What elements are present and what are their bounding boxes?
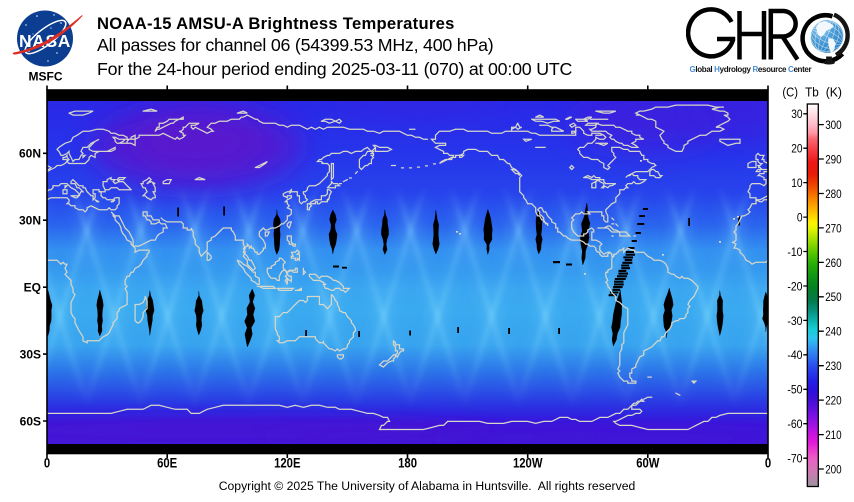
- svg-text:280: 280: [825, 187, 842, 201]
- svg-text:-10: -10: [787, 245, 802, 259]
- svg-text:NASA: NASA: [19, 31, 71, 51]
- svg-text:30S: 30S: [20, 347, 41, 361]
- svg-text:-20: -20: [787, 279, 802, 293]
- svg-text:0: 0: [765, 456, 772, 471]
- svg-text:20: 20: [791, 142, 802, 156]
- svg-text:210: 210: [825, 428, 842, 442]
- svg-text:180: 180: [398, 456, 417, 471]
- svg-text:60W: 60W: [636, 456, 660, 471]
- svg-text:250: 250: [825, 290, 842, 304]
- svg-text:60S: 60S: [20, 414, 41, 428]
- svg-text:10: 10: [791, 176, 802, 190]
- svg-text:230: 230: [825, 359, 842, 373]
- svg-text:(C): (C): [782, 85, 798, 100]
- svg-text:(K): (K): [826, 85, 842, 100]
- svg-text:220: 220: [825, 394, 842, 408]
- svg-text:270: 270: [825, 221, 842, 235]
- svg-text:30N: 30N: [19, 214, 41, 228]
- svg-text:-30: -30: [787, 314, 802, 328]
- svg-text:MSFC: MSFC: [29, 70, 63, 84]
- svg-text:200: 200: [825, 462, 842, 476]
- svg-text:120W: 120W: [513, 456, 543, 471]
- svg-text:60E: 60E: [157, 456, 177, 471]
- svg-text:290: 290: [825, 152, 842, 166]
- svg-text:240: 240: [825, 325, 842, 339]
- svg-text:260: 260: [825, 256, 842, 270]
- svg-text:-60: -60: [787, 417, 802, 431]
- svg-text:120E: 120E: [274, 456, 300, 471]
- svg-text:300: 300: [825, 118, 842, 132]
- svg-text:0: 0: [44, 456, 51, 471]
- svg-text:-40: -40: [787, 348, 802, 362]
- svg-text:Tb: Tb: [805, 85, 819, 100]
- svg-text:-50: -50: [787, 383, 802, 397]
- svg-text:60N: 60N: [19, 147, 41, 161]
- svg-text:0: 0: [797, 211, 803, 225]
- svg-text:30: 30: [791, 107, 802, 121]
- svg-text:Global Hydrology Resource Cent: Global Hydrology Resource Center: [690, 65, 812, 74]
- svg-text:-70: -70: [787, 452, 802, 466]
- svg-text:EQ: EQ: [24, 281, 41, 295]
